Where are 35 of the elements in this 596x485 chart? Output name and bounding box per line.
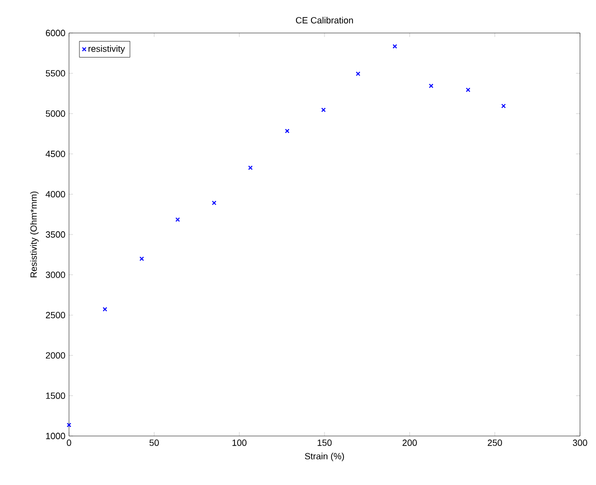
point	[501, 104, 506, 108]
point	[356, 72, 360, 76]
y-tick-label: 1000	[46, 432, 66, 440]
y-tick-label: 2500	[46, 312, 66, 318]
y-tick-label: 3000	[46, 272, 66, 278]
x-axis-title: Strain (%)	[304, 452, 344, 462]
y-tick-label: 2000	[46, 352, 66, 359]
legend-label: resistivity	[88, 45, 125, 54]
x-tick-label: 100	[232, 440, 246, 446]
point	[66, 422, 72, 428]
point	[175, 217, 180, 222]
y-tick-label: 4500	[46, 150, 66, 158]
x-tick-label: 250	[488, 440, 502, 446]
y-tick-label: 6000	[46, 30, 66, 36]
point	[212, 200, 216, 206]
point	[139, 256, 144, 262]
point	[321, 108, 326, 112]
point	[284, 128, 290, 134]
y-tick-label: 3500	[46, 231, 66, 238]
y-tick-label: 1500	[46, 392, 66, 399]
x-tick-label: 50	[150, 440, 159, 446]
y-axis-title: Resistivity (Ohm*mm)	[30, 192, 39, 278]
x-tick-label: 150	[318, 440, 332, 446]
x-tick-label: 0	[66, 440, 72, 446]
point	[102, 307, 108, 312]
point	[466, 88, 470, 92]
x-tick-label: 200	[402, 440, 417, 446]
x-tick-label: 300	[572, 440, 588, 446]
y-tick-label: 5000	[46, 110, 66, 117]
y-tick-label: 4000	[46, 191, 66, 198]
point	[248, 165, 253, 170]
y-tick-label: 5500	[46, 70, 66, 76]
chart-title: CE Calibration	[296, 16, 353, 24]
point	[392, 44, 398, 49]
point	[428, 84, 434, 88]
